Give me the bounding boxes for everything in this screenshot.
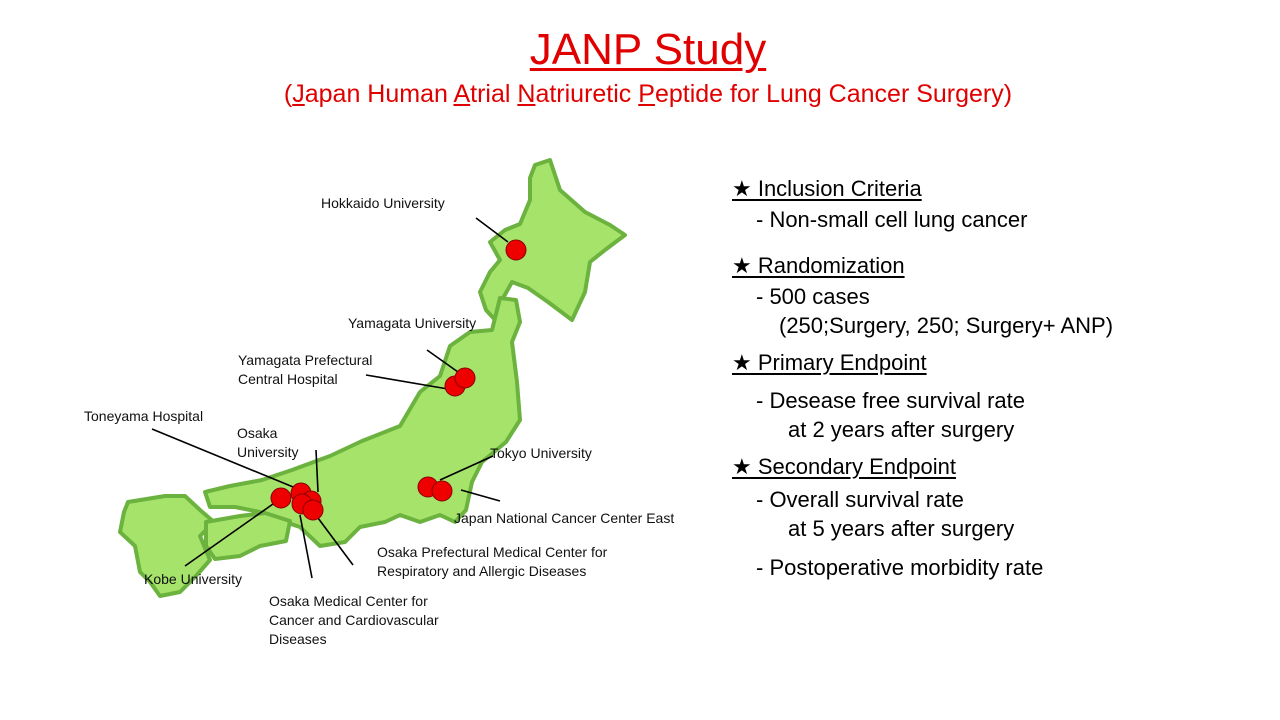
section-line: - Non-small cell lung cancer [756, 207, 1028, 232]
site-marker [454, 367, 476, 389]
label-yamagata-university: Yamagata University [348, 315, 477, 331]
leader-line [426, 349, 459, 373]
leader-line [184, 503, 274, 567]
site-marker [270, 487, 292, 509]
label-osaka-university: Osaka University [237, 424, 298, 462]
section-line: - Postoperative morbidity rate [756, 555, 1044, 580]
label-tokyo-university: Tokyo University [490, 445, 592, 461]
section-heading-primary-endpoint: ★ Primary Endpoint [732, 350, 927, 375]
section-line: at 5 years after surgery [788, 516, 1015, 541]
leader-line [317, 517, 354, 566]
subtitle-initial: P [638, 80, 655, 108]
slide-subtitle: (Japan Human Atrial Natriuretic Peptide … [0, 78, 1280, 110]
subtitle-part: eptide for Lung Cancer Surgery) [654, 80, 1013, 108]
shikoku-island [204, 511, 292, 561]
subtitle-part: trial [470, 80, 518, 108]
section-heading-secondary-endpoint: ★ Secondary Endpoint [732, 454, 956, 479]
leader-line [365, 374, 449, 390]
label-line: Respiratory and Allergic Diseases [377, 563, 587, 579]
subtitle-initial: J [292, 80, 305, 108]
leader-line [439, 455, 494, 481]
section-heading-randomization: ★ Randomization [732, 253, 905, 278]
label-hokkaido-university: Hokkaido University [321, 195, 445, 211]
label-line: Osaka Prefectural Medical Center for [377, 544, 608, 560]
label-line: Diseases [269, 631, 327, 647]
leader-line [475, 217, 509, 243]
label-osaka-prefectural-medical-center: Osaka Prefectural Medical Center for Resp… [377, 543, 607, 581]
leader-lines [151, 217, 509, 579]
subtitle-part: apan Human [304, 80, 454, 108]
section-heading-inclusion: ★ Inclusion Criteria [732, 176, 922, 201]
label-line: Cancer and Cardiovascular [269, 612, 439, 628]
hokkaido-island [478, 158, 627, 324]
kyushu-island [118, 494, 216, 598]
section-line: (250;Surgery, 250; Surgery+ ANP) [779, 313, 1114, 338]
subtitle-part: atriuretic [535, 80, 639, 108]
section-line: - 500 cases [756, 284, 870, 309]
site-marker [505, 239, 527, 261]
label-line: Osaka [237, 425, 278, 441]
leader-line [299, 514, 313, 579]
label-japan-national-cancer-center-east: Japan National Cancer Center East [454, 510, 675, 526]
leader-line [315, 449, 319, 493]
section-line: - Overall survival rate [756, 487, 964, 512]
label-line: Osaka Medical Center for [269, 593, 428, 609]
section-line: - Desease free survival rate [756, 388, 1025, 413]
label-yamagata-prefectural-central-hospital: Yamagata Prefectural Central Hospital [238, 351, 372, 389]
slide-title: JANP Study [0, 24, 1280, 76]
label-line: Central Hospital [238, 371, 338, 387]
site-marker [302, 499, 324, 521]
label-kobe-university: Kobe University [144, 571, 243, 587]
title-text: JANP Study [529, 25, 767, 74]
site-marker [431, 480, 453, 502]
label-osaka-medical-center: Osaka Medical Center for Cancer and Cardi… [269, 592, 439, 649]
subtitle-part: ( [283, 80, 293, 108]
leader-line [151, 428, 299, 490]
leader-line [460, 489, 501, 502]
section-line: at 2 years after surgery [788, 417, 1015, 442]
label-line: Yamagata Prefectural [238, 352, 373, 368]
label-toneyama-hospital: Toneyama Hospital [84, 408, 204, 424]
label-line: University [237, 444, 299, 460]
subtitle-initial: A [453, 80, 471, 108]
subtitle-initial: N [517, 80, 536, 108]
